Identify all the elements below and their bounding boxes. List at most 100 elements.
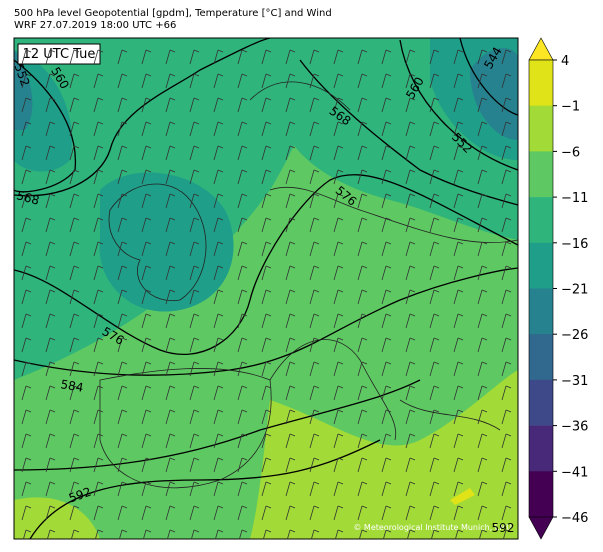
wind-barb bbox=[237, 433, 248, 449]
wind-barb bbox=[453, 505, 464, 521]
colorbar-segment bbox=[529, 471, 553, 518]
wind-barb bbox=[21, 49, 32, 65]
wind-barb bbox=[357, 49, 368, 65]
wind-barb bbox=[501, 337, 512, 353]
wind-barb bbox=[453, 97, 464, 113]
wind-barb bbox=[261, 241, 272, 257]
wind-barb bbox=[213, 97, 224, 113]
wind-barb bbox=[285, 49, 296, 65]
wind-barb bbox=[213, 73, 224, 89]
colorbar-tick-label: −1 bbox=[561, 100, 580, 115]
wind-barb bbox=[165, 265, 176, 281]
wind-barb bbox=[357, 265, 368, 281]
wind-barb bbox=[429, 265, 440, 281]
wind-barb bbox=[501, 193, 512, 209]
wind-barb bbox=[333, 385, 344, 401]
wind-barb bbox=[117, 289, 128, 305]
wind-barb bbox=[453, 457, 464, 473]
wind-barb bbox=[191, 529, 200, 539]
wind-barb bbox=[69, 49, 80, 65]
wind-barb bbox=[501, 409, 512, 425]
wind-barb bbox=[405, 265, 416, 281]
wind-barb bbox=[21, 73, 32, 89]
wind-barb bbox=[431, 529, 440, 539]
wind-barb bbox=[333, 193, 344, 209]
wind-barb bbox=[501, 169, 512, 185]
wind-barb bbox=[429, 337, 440, 353]
wind-barb bbox=[239, 529, 248, 539]
wind-barb bbox=[309, 241, 320, 257]
wind-barb bbox=[93, 505, 104, 521]
wind-barb bbox=[309, 97, 320, 113]
wind-barb bbox=[501, 433, 512, 449]
wind-barb bbox=[285, 481, 296, 497]
wind-barb bbox=[117, 169, 128, 185]
wind-barb bbox=[333, 433, 344, 449]
wind-barb bbox=[21, 193, 32, 209]
wind-barb bbox=[309, 289, 320, 305]
wind-barb bbox=[141, 313, 152, 329]
colorbar-segment bbox=[529, 197, 553, 244]
wind-barb bbox=[165, 481, 176, 497]
wind-barb bbox=[69, 457, 80, 473]
wind-barb bbox=[237, 121, 248, 137]
wind-barb bbox=[117, 313, 128, 329]
wind-barb bbox=[45, 193, 56, 209]
time-badge: 12 UTC Tue bbox=[23, 47, 96, 62]
wind-barb bbox=[477, 241, 488, 257]
wind-barb bbox=[117, 145, 128, 161]
wind-barb bbox=[213, 385, 224, 401]
wind-barb bbox=[453, 313, 464, 329]
wind-barb bbox=[141, 433, 152, 449]
wind-barb bbox=[285, 265, 296, 281]
wind-barb bbox=[45, 409, 56, 425]
wind-barb bbox=[309, 433, 320, 449]
wind-barb bbox=[237, 457, 248, 473]
field-cold bbox=[99, 172, 234, 312]
wind-barb bbox=[453, 337, 464, 353]
wind-barb bbox=[501, 241, 512, 257]
wind-barb bbox=[69, 385, 80, 401]
wind-barb bbox=[405, 73, 416, 89]
wind-barb bbox=[477, 457, 488, 473]
wind-barb bbox=[381, 337, 392, 353]
wind-barb bbox=[405, 409, 416, 425]
wind-barb bbox=[429, 49, 440, 65]
wind-barb bbox=[309, 121, 320, 137]
wind-barb bbox=[45, 313, 56, 329]
wind-barb bbox=[213, 193, 224, 209]
wind-barb bbox=[93, 169, 104, 185]
wind-barb bbox=[165, 73, 176, 89]
wind-barb bbox=[213, 457, 224, 473]
wind-barb bbox=[333, 481, 344, 497]
colorbar-under bbox=[528, 516, 554, 540]
wind-barb bbox=[309, 457, 320, 473]
wind-barb bbox=[213, 169, 224, 185]
wind-barb bbox=[477, 361, 488, 377]
wind-barb bbox=[69, 193, 80, 209]
wind-barb bbox=[453, 385, 464, 401]
wind-barb bbox=[333, 121, 344, 137]
wind-barb bbox=[357, 241, 368, 257]
wind-barb bbox=[429, 289, 440, 305]
wind-barb bbox=[357, 313, 368, 329]
wind-barb bbox=[261, 193, 272, 209]
wind-barb bbox=[501, 457, 512, 473]
wind-barb bbox=[429, 97, 440, 113]
wind-barb bbox=[405, 481, 416, 497]
wind-barb bbox=[117, 481, 128, 497]
wind-barb bbox=[263, 529, 272, 539]
wind-barb bbox=[501, 385, 512, 401]
wind-barb bbox=[213, 409, 224, 425]
colorbar-tick-label: 4 bbox=[561, 54, 569, 69]
wind-barb bbox=[285, 193, 296, 209]
wind-barb bbox=[477, 265, 488, 281]
wind-barb bbox=[309, 481, 320, 497]
wind-barb bbox=[189, 169, 200, 185]
wind-barb bbox=[453, 265, 464, 281]
wind-barb bbox=[501, 73, 512, 89]
wind-barb bbox=[287, 529, 296, 539]
wind-barb bbox=[213, 361, 224, 377]
wind-barb bbox=[429, 505, 440, 521]
